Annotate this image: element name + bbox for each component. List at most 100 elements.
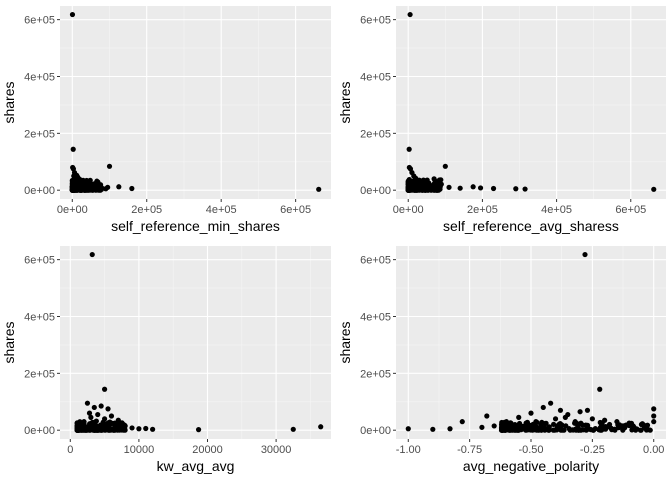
data-point (115, 417, 121, 423)
scatter-panel-2: 0e+00 2e+05 4e+05 6e+05 0e+00 2e+05 4e+05 6e+05… (337, 6, 666, 234)
x-tick-label: 4e+05 (541, 204, 572, 216)
data-point (105, 184, 111, 190)
data-point (562, 414, 568, 420)
y-tick-label: 2e+05 (360, 128, 391, 140)
data-point (119, 424, 125, 430)
data-point (637, 427, 643, 433)
data-point (70, 146, 76, 152)
data-point (643, 425, 649, 431)
y-tick-label: 4e+05 (360, 311, 391, 323)
data-point (651, 186, 657, 192)
data-points (69, 11, 322, 193)
x-axis-title: self_reference_min_shares (111, 218, 280, 234)
data-point (651, 413, 657, 419)
data-point (523, 425, 529, 431)
data-point (621, 423, 627, 429)
y-tick-label: 0e+00 (24, 425, 55, 437)
data-point (540, 404, 546, 411)
data-point (459, 419, 465, 425)
data-point (98, 403, 104, 409)
data-point (95, 411, 101, 418)
data-point (405, 426, 411, 432)
x-tick-label: -1.00 (396, 444, 421, 456)
x-tick-label: -0.25 (580, 444, 605, 456)
data-point (195, 427, 202, 433)
data-point (598, 426, 604, 432)
data-point (82, 425, 88, 431)
data-point (620, 427, 626, 433)
data-point (69, 11, 76, 18)
panel-background (60, 6, 331, 199)
y-tick-label: 2e+05 (24, 368, 55, 380)
scatter-panel-3: 0 10000 20000 30000 0e+00 2e+05 4e+05 6e+05 kw_a… (1, 246, 331, 474)
data-point (533, 419, 539, 425)
x-tick-label: 4e+05 (206, 204, 237, 216)
data-point (491, 423, 497, 429)
data-point (516, 423, 522, 429)
data-point (498, 425, 505, 431)
data-point (552, 416, 559, 422)
x-tick-label: 0e+00 (393, 204, 424, 216)
data-point (89, 251, 95, 258)
data-point (647, 427, 653, 433)
data-point (435, 185, 441, 191)
data-point (479, 424, 485, 430)
data-point (405, 185, 412, 191)
data-point (100, 419, 106, 425)
y-tick-label: 6e+05 (24, 255, 55, 267)
data-point (457, 185, 463, 191)
data-point (516, 414, 522, 420)
data-point (76, 180, 82, 186)
data-point (72, 175, 78, 181)
data-point (318, 424, 324, 430)
data-point (101, 386, 108, 392)
x-tick-label: -0.75 (457, 444, 482, 456)
data-point (112, 420, 118, 426)
data-point (584, 407, 591, 413)
x-tick-label: 20000 (192, 444, 223, 456)
data-point (651, 419, 657, 425)
data-point (554, 424, 561, 430)
data-points (405, 251, 657, 433)
data-point (406, 146, 412, 152)
data-point (550, 421, 557, 428)
data-point (129, 425, 135, 431)
data-point (100, 426, 107, 433)
data-point (490, 185, 497, 192)
data-point (638, 421, 645, 428)
scatter-panel-4: -1.00 -0.75 -0.50 -0.25 0.00 0e+00 2e+05 4e+05 6… (337, 246, 666, 474)
y-tick-label: 6e+05 (24, 15, 55, 27)
y-tick-label: 0e+00 (24, 185, 55, 197)
x-tick-label: 0.00 (643, 444, 664, 456)
y-axis-title: shares (1, 81, 17, 123)
data-point (88, 414, 94, 420)
data-point (582, 251, 588, 258)
data-point (522, 186, 528, 192)
panel-background (396, 6, 666, 199)
data-point (470, 184, 476, 190)
data-point (575, 427, 582, 433)
data-point (631, 424, 637, 430)
scatter-panel-1: 0e+00 2e+05 4e+05 6e+05 0e+00 2e+05 4e+05 6e+05… (1, 6, 331, 234)
y-tick-label: 4e+05 (24, 311, 55, 323)
y-tick-label: 6e+05 (360, 255, 391, 267)
data-point (108, 413, 115, 419)
data-point (559, 426, 565, 433)
data-point (91, 426, 98, 433)
data-point (81, 419, 87, 425)
y-tick-label: 4e+05 (24, 71, 55, 83)
x-tick-label: 0 (67, 444, 73, 456)
data-point (86, 410, 93, 416)
y-tick-label: 0e+00 (360, 185, 391, 197)
data-point (69, 187, 75, 193)
data-point (446, 184, 452, 190)
data-point (116, 184, 122, 190)
data-point (112, 427, 118, 433)
data-point (150, 426, 156, 432)
data-point (606, 421, 613, 428)
x-axis-title: avg_negative_polarity (463, 458, 599, 474)
data-point (614, 419, 620, 425)
data-point (129, 185, 135, 192)
data-point (535, 427, 542, 433)
